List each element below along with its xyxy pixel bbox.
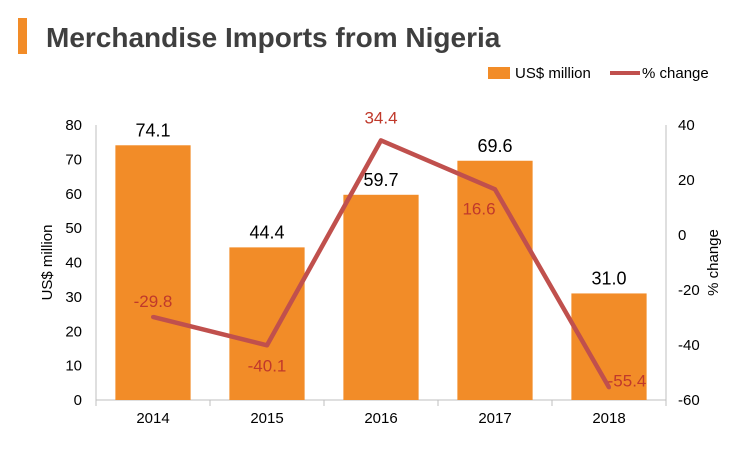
bar — [115, 145, 191, 400]
line-point — [607, 385, 611, 390]
y-axis-title-right: % change — [705, 229, 722, 296]
legend-label-bar: US$ million — [515, 65, 591, 82]
y-tick-label-right: 40 — [678, 117, 695, 134]
x-tick-label: 2018 — [592, 410, 625, 427]
line-point — [493, 187, 497, 192]
chart-title: Merchandise Imports from Nigeria — [46, 22, 501, 53]
line-value-label: -55.4 — [608, 371, 647, 390]
title-accent-bar — [18, 18, 27, 54]
line-point — [379, 138, 383, 143]
legend-swatch-bar — [488, 67, 510, 79]
y-tick-label-left: 70 — [65, 151, 82, 168]
bar-value-label: 59.7 — [363, 170, 398, 190]
y-tick-label-left: 20 — [65, 323, 82, 340]
y-tick-label-right: 20 — [678, 172, 695, 189]
bar-value-label: 69.6 — [477, 136, 512, 156]
bar-value-label: 74.1 — [135, 120, 170, 140]
line-point — [151, 314, 155, 319]
bar — [457, 160, 533, 400]
y-tick-label-left: 50 — [65, 220, 82, 237]
x-tick-label: 2015 — [250, 410, 283, 427]
x-tick-label: 2017 — [478, 410, 511, 427]
line-point — [265, 343, 269, 348]
y-tick-label-right: -40 — [678, 337, 700, 354]
y-tick-label-right: -60 — [678, 392, 700, 409]
x-tick-label: 2014 — [136, 410, 169, 427]
y-tick-label-right: -20 — [678, 282, 700, 299]
bar-value-label: 31.0 — [591, 268, 626, 288]
legend: US$ million % change — [488, 65, 709, 82]
line-value-label: 16.6 — [462, 199, 495, 218]
y-tick-label-right: 0 — [678, 227, 686, 244]
y-tick-label-left: 40 — [65, 255, 82, 272]
y-tick-label-left: 10 — [65, 358, 82, 375]
line-value-label: 34.4 — [364, 108, 397, 127]
y-tick-label-left: 0 — [74, 392, 82, 409]
y-tick-label-left: 60 — [65, 186, 82, 203]
y-axis-title-left: US$ million — [39, 225, 56, 301]
y-tick-label-left: 80 — [65, 117, 82, 134]
bar-value-label: 44.4 — [249, 222, 284, 242]
line-value-label: -29.8 — [134, 292, 173, 311]
legend-label-line: % change — [642, 65, 709, 82]
x-tick-label: 2016 — [364, 410, 397, 427]
bar — [229, 247, 305, 400]
bar — [343, 194, 419, 400]
line-value-label: -40.1 — [248, 356, 287, 375]
y-tick-label-left: 30 — [65, 289, 82, 306]
